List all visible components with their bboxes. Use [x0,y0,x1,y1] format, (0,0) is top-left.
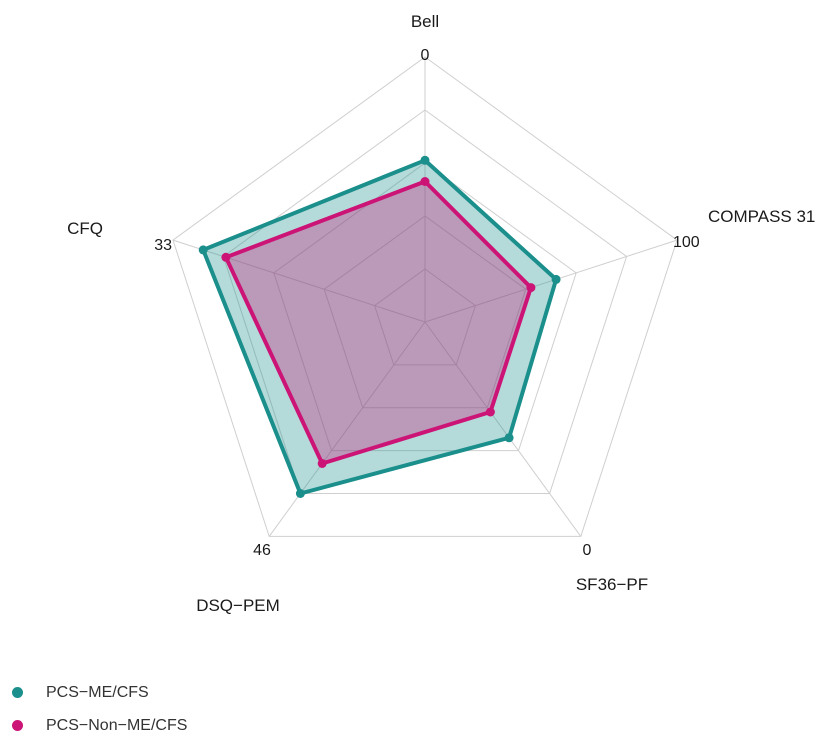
series-point [551,274,561,284]
series-area-0 [201,158,559,496]
series-point [526,283,536,293]
axis-title: SF36−PF [576,575,648,594]
grid-ring [172,56,678,537]
series-point [317,459,327,468]
series-point [504,433,514,443]
radar-labels: Bell 0 COMPASS 31 100 SF36−PF 0 DSQ−PEM 46 CFQ 33 [67,12,815,615]
series-point [485,407,495,417]
axis-title: DSQ−PEM [196,596,280,615]
grid-ring [374,268,476,366]
axis-spoke [424,239,678,323]
axis-range-label: 0 [421,47,430,64]
axis-spoke [172,239,426,323]
series-area-1 [223,179,533,466]
radar-grid [172,56,678,537]
grid-ring [222,109,628,494]
series-point [198,245,208,255]
axis-range-label: 33 [154,237,172,254]
legend-swatch [12,687,23,698]
axis-title: COMPASS 31 [708,207,815,226]
grid-ring [273,162,577,452]
axis-range-label: 46 [253,542,271,559]
legend: PCS−ME/CFS PCS−Non−ME/CFS [12,676,187,742]
grid-ring [323,215,527,409]
legend-label: PCS−Non−ME/CFS [46,716,188,734]
legend-item-pcs-non-me-cfs: PCS−Non−ME/CFS [12,709,187,742]
series-point [221,252,231,262]
axis-spoke [268,321,426,537]
radar-series [198,155,561,498]
axis-spoke [424,321,582,537]
axis-title: CFQ [67,219,103,238]
legend-item-pcs-me-cfs: PCS−ME/CFS [12,676,187,709]
axis-title: Bell [411,12,439,31]
series-point [420,155,430,165]
axis-range-label: 100 [673,234,700,251]
axis-range-label: 0 [583,542,592,559]
legend-label: PCS−ME/CFS [46,683,149,701]
legend-swatch [12,720,23,731]
series-point [420,177,430,186]
series-point [295,489,305,498]
radar-chart: Bell 0 COMPASS 31 100 SF36−PF 0 DSQ−PEM 46 CFQ 33 [67,12,815,615]
